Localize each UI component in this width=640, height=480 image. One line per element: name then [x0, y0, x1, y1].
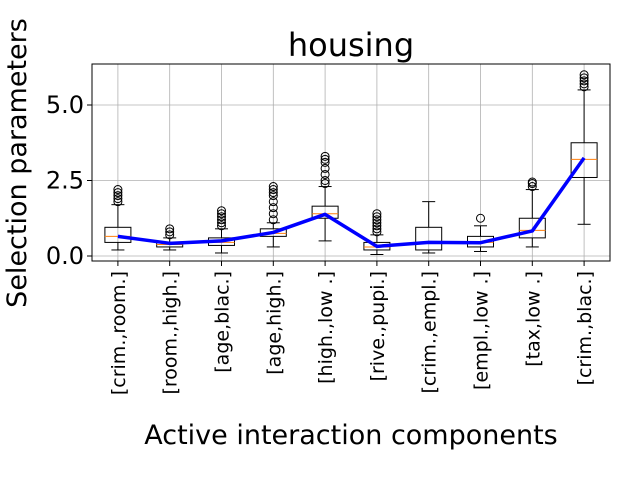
- outlier-point: [372, 227, 382, 237]
- chart-title: housing: [288, 26, 414, 64]
- outlier-point: [113, 197, 123, 207]
- outlier-point: [527, 182, 537, 192]
- boxes-group: [104, 70, 598, 255]
- y-tick-label: 2.5: [46, 167, 84, 195]
- outlier-point: [372, 209, 382, 219]
- outlier-point: [268, 197, 278, 207]
- y-axis-label: Selection parameters: [2, 18, 33, 308]
- x-axis-label: Active interaction components: [144, 420, 558, 451]
- outlier-point: [217, 218, 226, 228]
- outlier-point: [372, 224, 382, 234]
- outlier-point: [113, 194, 123, 204]
- x-tick-label: [age,blac.]: [212, 271, 234, 373]
- outlier-point: [268, 203, 278, 213]
- x-tick-label: [rive.,pupi.]: [367, 271, 389, 381]
- outlier-point: [372, 218, 382, 228]
- outlier-point: [579, 79, 589, 89]
- box: [259, 228, 287, 237]
- outlier-point: [165, 230, 175, 240]
- outlier-point: [268, 191, 278, 201]
- x-tick-label: [crim.,room.]: [108, 271, 130, 395]
- outlier-point: [320, 179, 330, 189]
- outlier-point: [579, 70, 589, 80]
- outlier-point: [527, 177, 537, 187]
- plot-frame: [91, 63, 611, 262]
- x-tick-label: [high.,low .]: [315, 271, 337, 384]
- outlier-point: [579, 73, 589, 83]
- outlier-point: [579, 82, 589, 92]
- x-tick-label: [age,high.]: [263, 271, 285, 375]
- box: [570, 142, 598, 178]
- outlier-point: [217, 221, 226, 231]
- y-tick-label: 5.0: [46, 91, 84, 119]
- y-tick-label: 0.0: [46, 242, 84, 270]
- x-tick-label: [room.,high.]: [160, 271, 182, 395]
- outlier-point: [268, 215, 278, 225]
- outlier-point: [268, 185, 278, 195]
- outlier-point: [320, 176, 330, 185]
- outlier-point: [268, 188, 278, 198]
- outlier-point: [113, 191, 123, 201]
- outlier-point: [320, 163, 330, 173]
- outlier-point: [372, 212, 382, 222]
- x-tick-label: [tax,low .]: [522, 271, 544, 367]
- outlier-point: [320, 169, 330, 179]
- outlier-point: [217, 212, 226, 222]
- outlier-point: [320, 154, 330, 164]
- x-axis: [crim.,room.] [room.,high.] [age,blac.] [ag…: [108, 261, 596, 395]
- outlier-point: [217, 209, 226, 219]
- outlier-point: [113, 185, 123, 195]
- series-line: [117, 156, 586, 249]
- outlier-point: [268, 182, 278, 192]
- outlier-point: [320, 151, 330, 161]
- mean-line-group: [117, 156, 586, 249]
- outlier-point: [165, 227, 175, 237]
- outlier-point: [372, 221, 382, 231]
- outlier-point: [579, 76, 589, 86]
- grid-lines: [92, 64, 610, 261]
- y-axis: 0.0 2.5 5.0: [46, 91, 92, 270]
- box: [104, 226, 132, 243]
- box: [415, 226, 443, 251]
- outlier-point: [320, 157, 330, 167]
- box: [518, 217, 546, 239]
- outlier-point: [476, 213, 485, 223]
- outlier-point: [113, 188, 123, 198]
- outlier-point: [217, 215, 226, 225]
- outlier-point: [268, 209, 278, 219]
- outlier-point: [165, 224, 175, 234]
- x-tick-label: [empl.,low .]: [471, 271, 493, 390]
- x-tick-label: [crim.,empl.]: [419, 271, 441, 394]
- outlier-point: [372, 215, 382, 225]
- x-tick-label: [crim.,blac.]: [574, 271, 596, 385]
- box: [311, 205, 339, 219]
- outlier-point: [217, 206, 226, 216]
